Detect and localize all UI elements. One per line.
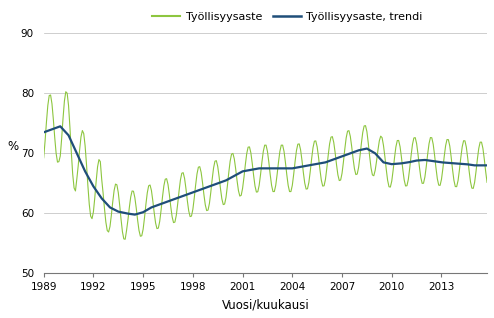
Y-axis label: %: % [7, 140, 18, 153]
X-axis label: Vuosi/kuukausi: Vuosi/kuukausi [221, 298, 309, 311]
Legend: Työllisyysaste, Työllisyysaste, trendi: Työllisyysaste, Työllisyysaste, trendi [148, 8, 427, 26]
